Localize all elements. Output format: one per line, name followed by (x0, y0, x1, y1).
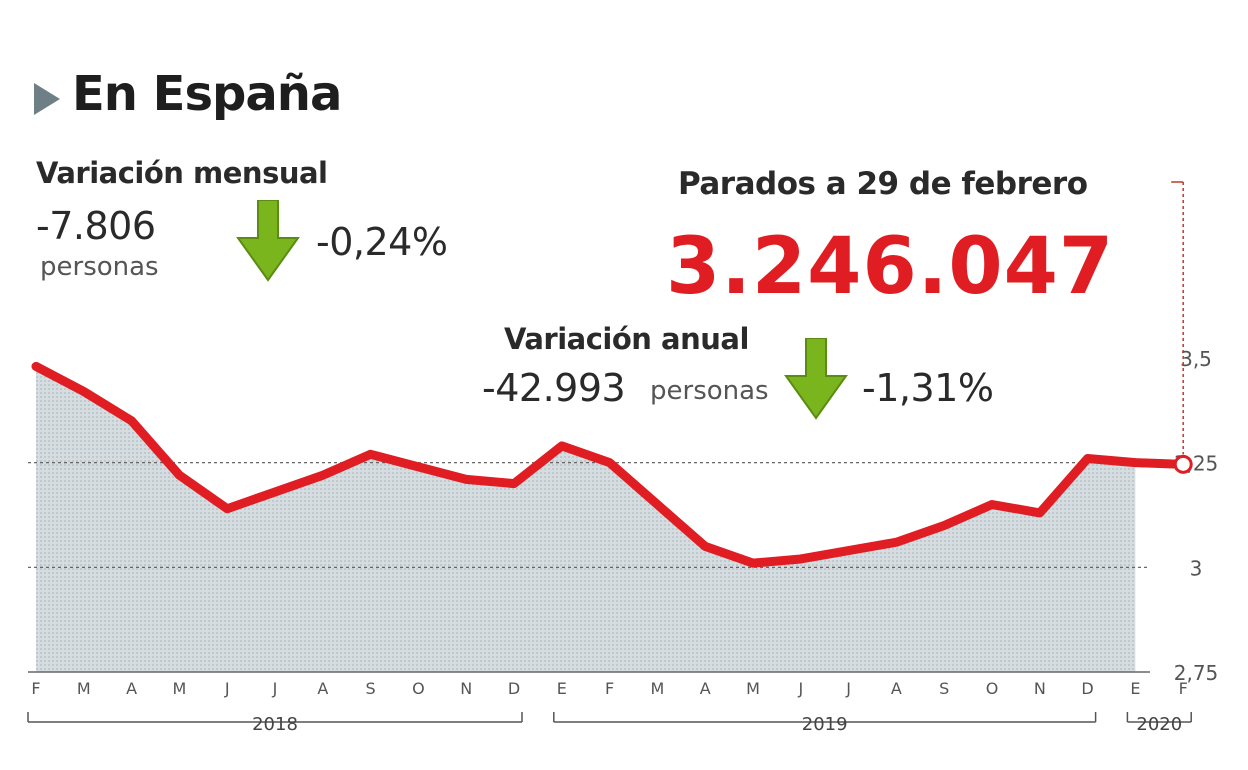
year-label: 2020 (1136, 714, 1182, 735)
y-tick-label: 3 (1190, 556, 1203, 580)
series-line (31, 361, 1188, 568)
data-point (1173, 454, 1193, 474)
annual-label: Variación anual (504, 322, 749, 356)
x-tick-label: O (986, 679, 999, 698)
x-tick-label: D (1081, 679, 1093, 698)
x-tick-label: A (126, 679, 137, 698)
year-label: 2018 (252, 714, 298, 735)
x-tick-label: M (172, 679, 186, 698)
y-tick-label: 2,75 (1174, 661, 1219, 685)
arrow-down-icon (784, 338, 848, 420)
x-tick-label: J (272, 679, 278, 698)
x-tick-label: J (845, 679, 851, 698)
x-tick-label: J (797, 679, 803, 698)
x-tick-label: A (317, 679, 328, 698)
annual-unit: personas (650, 376, 769, 406)
annual-pct: -1,31% (862, 366, 994, 410)
monthly-value: -7.806 (36, 204, 156, 248)
total-label: Parados a 29 de febrero (678, 166, 1088, 202)
x-tick-label: E (1130, 679, 1140, 698)
page-title: En España (72, 66, 342, 122)
annual-value: -42.993 (482, 366, 626, 410)
x-tick-label: S (939, 679, 949, 698)
x-tick-label: F (605, 679, 614, 698)
x-tick-label: E (557, 679, 567, 698)
chart-area (36, 366, 1136, 672)
x-tick-label: A (700, 679, 711, 698)
x-tick-label: F (31, 679, 40, 698)
x-tick-label: M (746, 679, 760, 698)
triangle-right-icon (34, 83, 60, 115)
x-tick-label: M (77, 679, 91, 698)
x-tick-label: A (891, 679, 902, 698)
x-tick-label: S (366, 679, 376, 698)
x-tick-label: F (1179, 679, 1188, 698)
monthly-unit: personas (40, 252, 159, 282)
arrow-down-icon (236, 200, 300, 282)
total-value: 3.246.047 (666, 222, 1115, 312)
x-tick-label: N (1034, 679, 1046, 698)
x-tick-label: M (650, 679, 664, 698)
x-tick-label: O (412, 679, 425, 698)
x-tick-label: D (508, 679, 520, 698)
x-tick-label: N (460, 679, 472, 698)
monthly-pct: -0,24% (316, 220, 448, 264)
y-tick-label: 3,5 (1180, 347, 1212, 371)
x-tick-label: J (224, 679, 230, 698)
year-label: 2019 (802, 714, 848, 735)
monthly-label: Variación mensual (36, 156, 328, 190)
